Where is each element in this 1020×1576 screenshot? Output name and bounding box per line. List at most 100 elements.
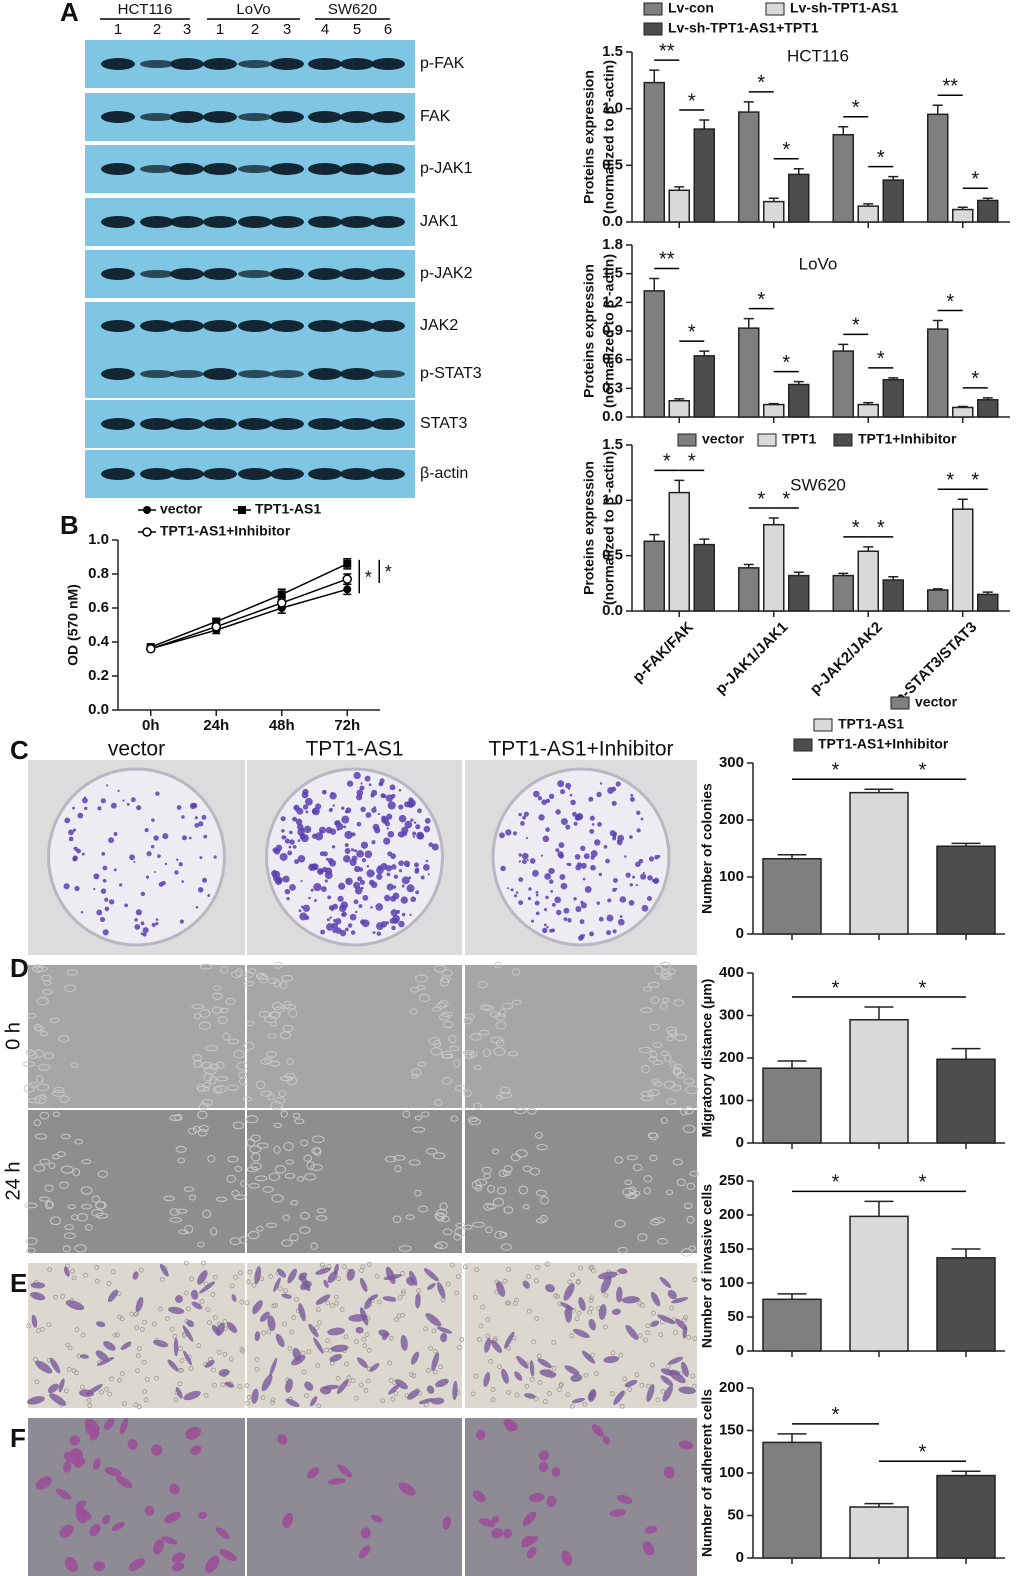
invasion-photo: [247, 1263, 462, 1408]
legend-label: TPT1-AS1+Inhibitor: [818, 736, 949, 752]
cell: [33, 1119, 41, 1127]
colony: [534, 900, 540, 906]
cell: [492, 1197, 505, 1207]
pore: [132, 1312, 138, 1317]
cell: [435, 1208, 448, 1218]
blot-band: [308, 368, 342, 380]
cell: [473, 1064, 482, 1071]
pore: [388, 1377, 394, 1383]
blot-band: [238, 165, 272, 173]
legend-label: Lv-con: [668, 0, 714, 16]
cell: [22, 1061, 36, 1067]
bar: [952, 406, 974, 418]
blot-band: [140, 270, 174, 278]
lane-label: 1: [216, 21, 224, 38]
cell: [663, 1080, 676, 1089]
colony: [140, 891, 146, 897]
cell: [215, 1196, 228, 1202]
bar: [977, 399, 999, 418]
colony: [574, 854, 581, 860]
adherent-cell: [546, 1495, 557, 1508]
blot-band: [340, 368, 374, 380]
pore: [144, 1376, 150, 1382]
error-bar: [674, 398, 685, 401]
colony: [555, 909, 562, 916]
blot-band: [371, 418, 405, 430]
colony: [499, 832, 505, 839]
pore: [65, 1342, 71, 1348]
pore: [411, 1373, 417, 1379]
y-tick-label: 50: [727, 1308, 744, 1325]
colony: [189, 802, 197, 810]
cell: [60, 1165, 74, 1174]
pore: [524, 1383, 530, 1389]
error-bar: [864, 1200, 894, 1217]
cell: [649, 1218, 661, 1226]
cell: [433, 1039, 442, 1048]
pore: [283, 1288, 288, 1293]
adherent-cell: [277, 1434, 288, 1445]
lane-label: 6: [384, 21, 392, 38]
pore: [408, 1372, 414, 1377]
pore: [119, 1371, 125, 1377]
colony: [359, 785, 365, 791]
pore: [367, 1261, 372, 1267]
blot-band: [101, 320, 135, 332]
pore: [270, 1400, 275, 1406]
error-bar: [951, 1470, 981, 1476]
cell: [266, 1222, 277, 1228]
colony: [194, 823, 200, 828]
colony: [370, 906, 373, 909]
bar: [882, 179, 904, 223]
colony: [72, 828, 77, 832]
blot-band: [101, 368, 135, 380]
colony: [417, 808, 422, 814]
colony: [533, 790, 540, 798]
pore: [213, 1314, 218, 1320]
pore: [82, 1272, 88, 1278]
blot-band: [101, 418, 135, 430]
cell: [246, 1166, 259, 1173]
adherent-cell: [370, 1514, 383, 1523]
invasive-cell: [671, 1369, 681, 1376]
cell: [248, 1183, 260, 1189]
adherent-cell: [59, 1524, 74, 1538]
blot-band: [270, 268, 304, 280]
colony: [590, 850, 598, 858]
invasive-cell: [49, 1393, 67, 1406]
cell: [279, 1031, 292, 1040]
cell: [453, 1059, 461, 1068]
pore: [618, 1352, 624, 1358]
y-tick-label: 1.5: [602, 43, 623, 60]
invasive-cell: [625, 1324, 639, 1340]
colony: [308, 896, 311, 900]
invasive-cell: [95, 1321, 106, 1328]
significance-label: *: [757, 289, 765, 311]
pore: [134, 1325, 140, 1331]
pore: [261, 1330, 267, 1336]
y-tick-label: 100: [719, 1274, 744, 1291]
pore: [179, 1358, 185, 1363]
chart-title: SW620: [790, 475, 846, 494]
cell: [299, 1226, 311, 1234]
y-tick-label: 150: [719, 1240, 744, 1257]
wound-photo: [28, 1110, 245, 1253]
blot-band: [270, 58, 304, 70]
invasive-cell: [323, 1279, 329, 1288]
colony: [635, 884, 638, 887]
y-tick-label: 0.6: [88, 599, 109, 616]
colony: [385, 921, 389, 925]
cell: [33, 1049, 45, 1058]
colony: [343, 825, 347, 829]
blot-protein-label: FAK: [420, 108, 451, 125]
adherent-cell: [522, 1511, 537, 1527]
pore: [658, 1332, 664, 1338]
pore: [346, 1375, 352, 1381]
pore: [189, 1276, 195, 1282]
colony: [161, 880, 166, 886]
cell: [81, 1159, 92, 1165]
pore: [362, 1343, 368, 1349]
colony: [322, 851, 328, 857]
colony: [548, 867, 555, 875]
invasive-cell: [273, 1277, 281, 1292]
